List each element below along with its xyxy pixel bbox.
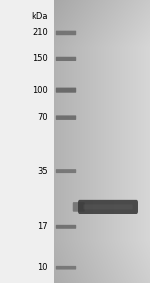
FancyBboxPatch shape — [56, 57, 76, 61]
Text: 17: 17 — [37, 222, 48, 231]
FancyBboxPatch shape — [78, 200, 138, 214]
FancyBboxPatch shape — [56, 225, 76, 229]
FancyBboxPatch shape — [56, 31, 76, 35]
Text: kDa: kDa — [32, 12, 48, 21]
FancyBboxPatch shape — [56, 169, 76, 173]
Text: 100: 100 — [32, 86, 48, 95]
FancyBboxPatch shape — [56, 115, 76, 120]
FancyBboxPatch shape — [83, 204, 133, 209]
FancyBboxPatch shape — [56, 266, 76, 270]
Text: 10: 10 — [38, 263, 48, 272]
Text: 210: 210 — [32, 28, 48, 37]
Text: 35: 35 — [37, 167, 48, 176]
FancyBboxPatch shape — [73, 202, 85, 212]
Text: 150: 150 — [32, 54, 48, 63]
FancyBboxPatch shape — [56, 88, 76, 93]
Text: 70: 70 — [37, 113, 48, 122]
